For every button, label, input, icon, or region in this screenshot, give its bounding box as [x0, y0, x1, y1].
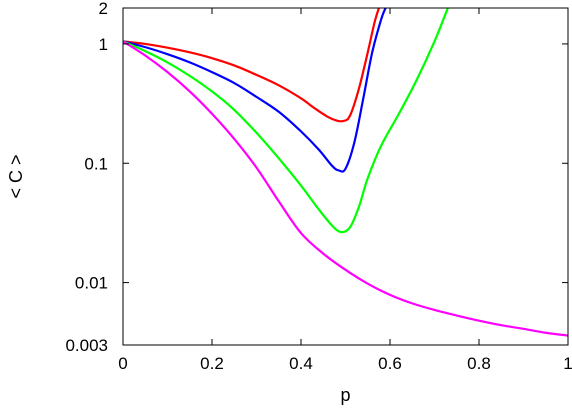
x-tick-label: 0.6: [378, 354, 402, 373]
y-tick-label: 1: [99, 35, 108, 54]
x-tick-label: 0: [118, 354, 127, 373]
y-tick-label: 0.01: [75, 274, 108, 293]
y-axis-title: < C >: [6, 154, 26, 198]
series-line-3: [123, 8, 449, 234]
ticks-layer: 0 0.2 0.4 0.6 0.8 1 0.003 0.01 0.1 1 2: [65, 0, 572, 373]
series-line-1: [123, 8, 380, 123]
x-tick-label: 0.2: [200, 354, 224, 373]
x-tick-label: 1: [563, 354, 572, 373]
series-layer: [123, 8, 568, 337]
series-line-4: [123, 40, 568, 337]
series-line-2: [123, 8, 387, 173]
plot-frame: [122, 7, 569, 346]
y-tick-label: 2: [99, 0, 108, 18]
y-tick-label: 0.1: [84, 154, 108, 173]
x-axis-title: p: [340, 385, 350, 405]
y-tick-label: 0.003: [65, 336, 108, 355]
x-tick-label: 0.8: [467, 354, 491, 373]
x-tick-label: 0.4: [289, 354, 313, 373]
